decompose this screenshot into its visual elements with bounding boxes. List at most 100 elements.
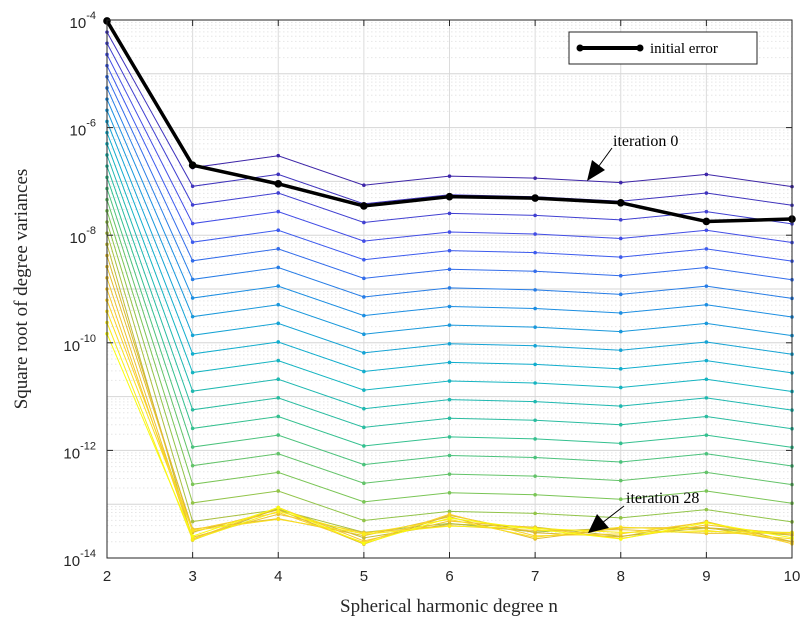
iteration-point bbox=[190, 528, 195, 533]
iteration-point bbox=[276, 228, 281, 233]
iteration-point bbox=[618, 478, 623, 483]
iteration-point bbox=[276, 153, 281, 158]
iteration-point bbox=[190, 184, 195, 189]
iteration-point bbox=[447, 416, 452, 421]
iteration-point bbox=[190, 333, 195, 338]
iteration-point bbox=[533, 325, 537, 329]
iteration-point bbox=[276, 377, 281, 382]
iteration-point bbox=[447, 230, 452, 234]
iteration-point bbox=[704, 265, 709, 270]
iteration-point bbox=[447, 509, 452, 514]
iteration-point bbox=[618, 348, 623, 353]
iteration-point bbox=[447, 286, 452, 290]
x-tick-label: 10 bbox=[784, 568, 801, 585]
iteration-point bbox=[190, 203, 195, 207]
iteration-point bbox=[190, 426, 195, 431]
iteration-point bbox=[618, 537, 623, 541]
iteration-point bbox=[704, 302, 709, 307]
y-tick-label: 10-6 bbox=[70, 118, 96, 140]
iteration-point bbox=[533, 535, 537, 539]
iteration-point bbox=[276, 414, 281, 419]
iteration-point bbox=[704, 247, 709, 251]
iteration-point bbox=[704, 228, 709, 233]
iteration-point bbox=[276, 433, 281, 437]
iteration-point bbox=[362, 425, 366, 430]
annotation-iteration-28-label: iteration 28 bbox=[626, 490, 699, 507]
iteration-point bbox=[190, 258, 195, 263]
iteration-point bbox=[447, 267, 452, 272]
iteration-point bbox=[533, 176, 537, 180]
x-tick-label: 8 bbox=[617, 568, 625, 585]
y-tick-label: 10-12 bbox=[63, 440, 96, 462]
iteration-point bbox=[276, 509, 281, 514]
iteration-point bbox=[533, 399, 537, 404]
iteration-point bbox=[276, 489, 281, 493]
iteration-point bbox=[533, 269, 537, 274]
iteration-point bbox=[190, 352, 195, 356]
iteration-point bbox=[618, 180, 623, 185]
iteration-point bbox=[704, 340, 709, 344]
x-tick-label: 4 bbox=[274, 568, 282, 585]
iteration-point bbox=[704, 321, 709, 326]
iteration-point bbox=[447, 453, 452, 458]
iteration-point bbox=[533, 437, 537, 441]
iteration-point bbox=[190, 407, 195, 412]
initial-error-point bbox=[188, 161, 197, 170]
x-tick-label: 2 bbox=[103, 568, 111, 585]
iteration-point bbox=[447, 516, 452, 520]
iteration-point bbox=[447, 174, 452, 178]
iteration-point bbox=[362, 500, 366, 504]
iteration-point bbox=[362, 541, 366, 546]
legend-marker-left bbox=[576, 44, 584, 52]
iteration-point bbox=[362, 257, 366, 262]
iteration-point bbox=[190, 482, 195, 487]
iteration-point bbox=[533, 232, 537, 236]
y-tick-label: 10-4 bbox=[70, 10, 96, 32]
iteration-point bbox=[190, 314, 195, 319]
iteration-point bbox=[618, 218, 623, 222]
iteration-point bbox=[276, 209, 281, 214]
y-tick-labels: 10-4 10-6 10-8 10-10 10-12 10-14 bbox=[63, 10, 96, 570]
iteration-point bbox=[533, 474, 537, 478]
iteration-point bbox=[190, 463, 195, 468]
iteration-point bbox=[704, 396, 709, 400]
y-axis-title: Square root of degree variances bbox=[11, 169, 32, 410]
iteration-point bbox=[533, 455, 537, 460]
annotation-iteration-28-arrow-head bbox=[588, 514, 609, 533]
x-tick-label: 5 bbox=[360, 568, 368, 585]
iteration-point bbox=[362, 220, 366, 225]
iteration-point bbox=[447, 342, 452, 346]
iteration-series bbox=[105, 19, 794, 546]
iteration-point bbox=[618, 530, 623, 535]
iteration-point bbox=[704, 414, 709, 419]
iteration-point bbox=[533, 288, 537, 292]
x-tick-label: 7 bbox=[531, 568, 539, 585]
iteration-point bbox=[704, 529, 709, 534]
iteration-point bbox=[533, 343, 537, 348]
iteration-point bbox=[704, 520, 709, 525]
iteration-point bbox=[704, 377, 709, 382]
iteration-point bbox=[190, 445, 195, 449]
iteration-point bbox=[190, 519, 195, 524]
iteration-point bbox=[704, 451, 709, 456]
iteration-point bbox=[704, 470, 709, 475]
iteration-point bbox=[276, 191, 281, 195]
y-tick-label: 10-8 bbox=[70, 225, 96, 247]
iteration-point bbox=[362, 239, 366, 243]
initial-error-point bbox=[360, 202, 368, 210]
initial-error-point bbox=[616, 199, 625, 207]
iteration-point bbox=[704, 191, 709, 195]
iteration-point bbox=[618, 329, 623, 334]
iteration-point bbox=[190, 537, 195, 542]
iteration-point bbox=[618, 385, 623, 390]
iteration-point bbox=[618, 497, 623, 502]
iteration-point bbox=[276, 396, 281, 400]
iteration-point bbox=[447, 323, 452, 327]
iteration-point bbox=[190, 221, 195, 226]
iteration-point bbox=[533, 362, 537, 367]
iteration-point bbox=[618, 516, 623, 520]
iteration-point bbox=[276, 517, 281, 522]
iteration-point bbox=[447, 211, 452, 216]
iteration-point bbox=[447, 397, 452, 402]
iteration-point bbox=[362, 462, 366, 467]
